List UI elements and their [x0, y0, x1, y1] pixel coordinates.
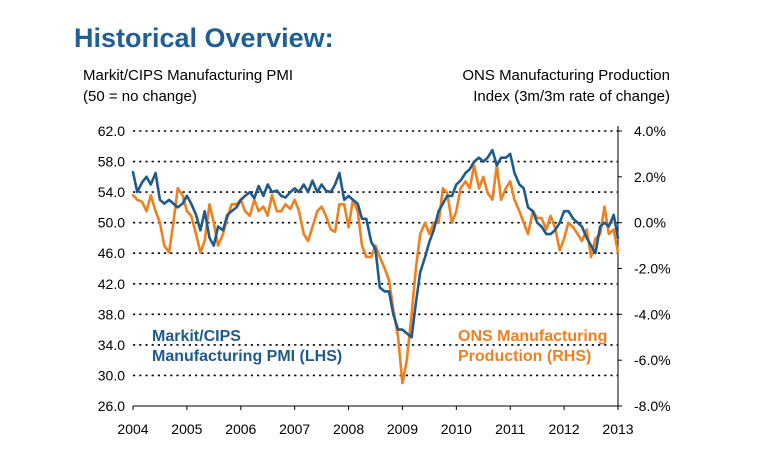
right-tick-label: 4.0%	[634, 123, 666, 139]
right-tick-label: -8.0%	[634, 398, 671, 414]
right-tick-label: -4.0%	[634, 306, 671, 322]
left-axis-ticks: 62.0 58.0 54.0 50.0 46.0 42.0 38.0 34.0 30.0 26.0	[98, 123, 125, 414]
left-tick-label: 62.0	[98, 123, 125, 139]
series-lines	[131, 148, 620, 385]
left-tick-label: 50.0	[98, 215, 125, 231]
x-tick-label: 2004	[117, 421, 148, 437]
x-tick-label: 2009	[387, 421, 418, 437]
x-tick-label: 2013	[602, 421, 633, 437]
left-axis-caption-line2: (50 = no change)	[83, 88, 197, 105]
left-tick-label: 42.0	[98, 276, 125, 292]
left-tick-label: 30.0	[98, 367, 125, 383]
ons-series-label-line1: ONS Manufacturing	[458, 328, 607, 345]
x-tick-label: 2008	[333, 421, 364, 437]
x-tick-label: 2005	[171, 421, 202, 437]
left-tick-label: 54.0	[98, 184, 125, 200]
right-tick-label: 0.0%	[634, 215, 666, 231]
right-tick-label: -2.0%	[634, 261, 671, 277]
x-axis-ticks: 2004 2005 2006 2007 2008 2009 2010 2011 2012 2013	[117, 406, 634, 437]
left-axis-caption-line1: Markit/CIPS Manufacturing PMI	[83, 67, 293, 84]
x-tick-label: 2012	[549, 421, 580, 437]
x-tick-label: 2010	[441, 421, 472, 437]
x-tick-label: 2006	[225, 421, 256, 437]
left-tick-label: 26.0	[98, 398, 125, 414]
right-axis-caption-line1: ONS Manufacturing Production	[462, 67, 670, 84]
chart-title: Historical Overview:	[74, 23, 334, 53]
pmi-series-label-line2: Manufacturing PMI (LHS)	[152, 348, 342, 365]
right-axis-caption-line2: Index (3m/3m rate of change)	[473, 88, 670, 105]
pmi-series-label-line1: Markit/CIPS	[152, 328, 241, 345]
right-tick-label: 2.0%	[634, 169, 666, 185]
right-axis-ticks: 4.0% 2.0% 0.0% -2.0% -4.0% -6.0% -8.0%	[618, 123, 671, 414]
left-tick-label: 34.0	[98, 337, 125, 353]
x-tick-label: 2011	[495, 421, 525, 437]
pmi-series-line	[131, 148, 620, 339]
ons-series-label-line2: Production (RHS)	[458, 348, 591, 365]
ons-series-line	[131, 164, 620, 385]
left-tick-label: 58.0	[98, 154, 125, 170]
x-tick-label: 2007	[279, 421, 310, 437]
left-tick-label: 46.0	[98, 245, 125, 261]
right-tick-label: -6.0%	[634, 352, 671, 368]
left-tick-label: 38.0	[98, 306, 125, 322]
